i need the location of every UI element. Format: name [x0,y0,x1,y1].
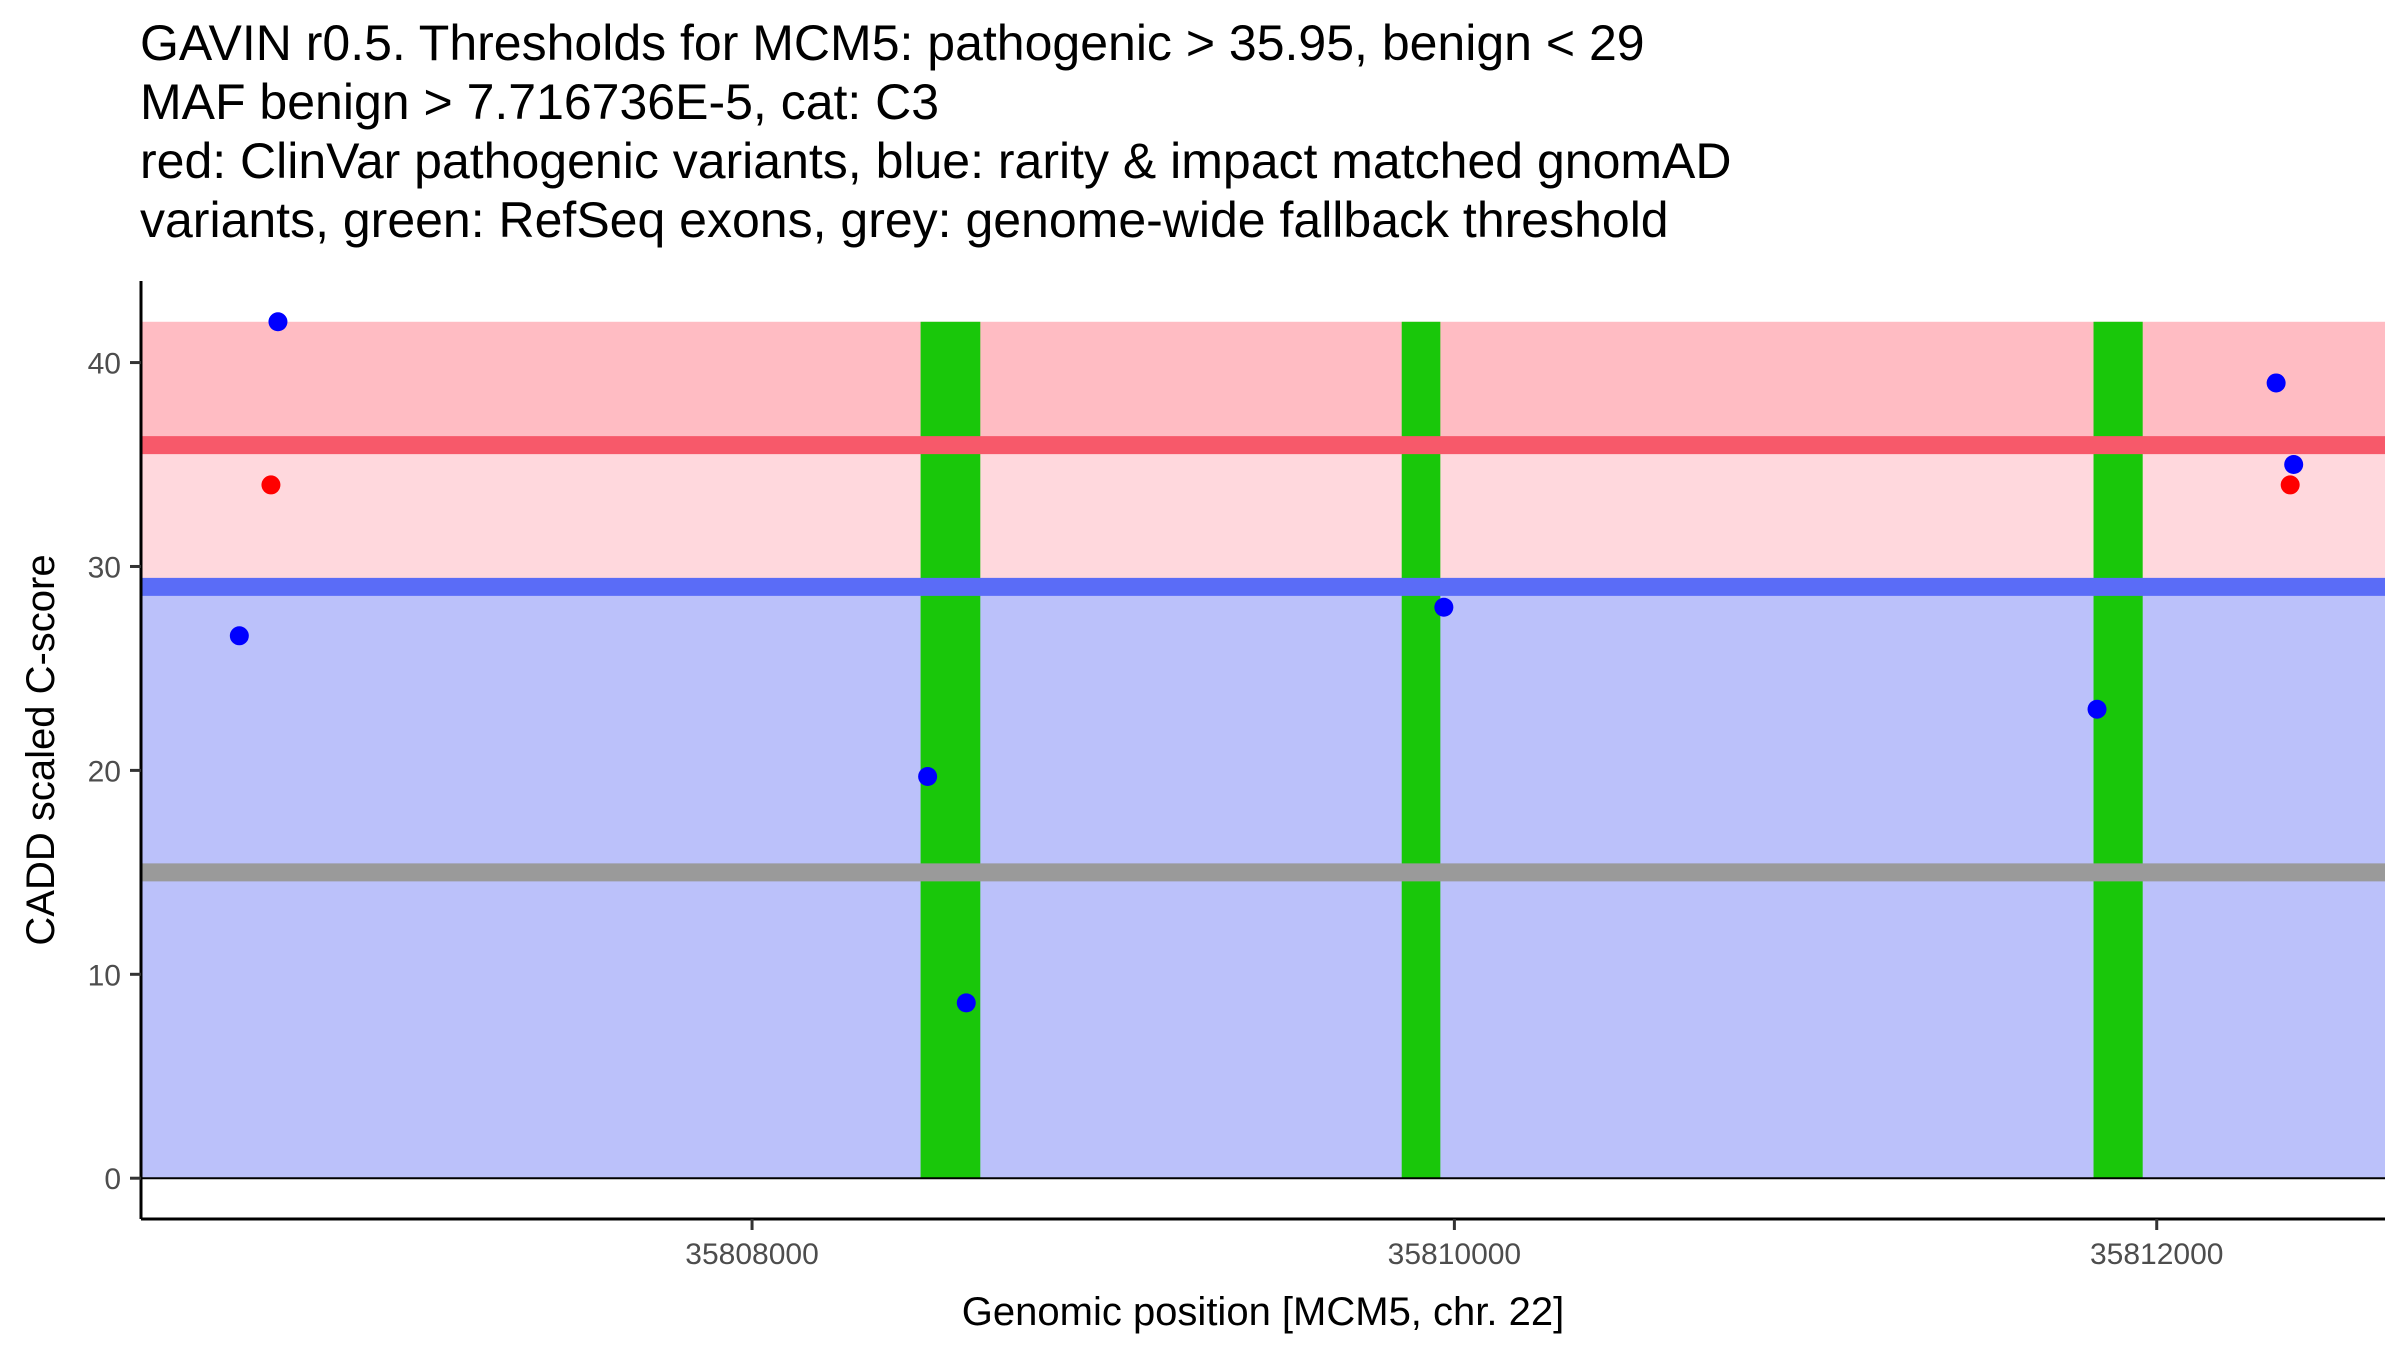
exon-bar-3 [2093,321,2143,1179]
clinvar-point-2 [2280,475,2300,495]
axes: 0 10 20 30 40 35808000 35810000 35812000 [88,281,2385,1271]
gnomad-point-4 [956,993,976,1013]
y-tick-label-10: 10 [88,959,121,992]
threshold-lines [141,436,2385,882]
title-line-2: MAF benign > 7.716736E-5, cat: C3 [140,74,940,130]
y-tick-label-40: 40 [88,348,121,381]
gnomad-point-1 [229,626,249,646]
exon-bars [920,321,2143,1179]
title-line-4: variants, green: RefSeq exons, grey: gen… [140,192,1669,248]
x-tick-label-35808000: 35808000 [685,1238,818,1271]
y-tick-label-20: 20 [88,755,121,788]
gnomad-point-7 [2266,373,2286,393]
y-tick-label-30: 30 [88,551,121,584]
x-axis-title: Genomic position [MCM5, chr. 22] [962,1290,1564,1334]
exon-bar-2 [1401,321,1441,1179]
pathogenic-band [141,321,2385,446]
y-tick-label-0: 0 [104,1163,121,1196]
gnomad-point-5 [1434,597,1454,617]
data-points [229,312,2304,1013]
title-line-3: red: ClinVar pathogenic variants, blue: … [140,133,1732,189]
gnomad-point-3 [918,767,938,787]
title-line-1: GAVIN r0.5. Thresholds for MCM5: pathoge… [140,15,1645,71]
x-tick-label-35810000: 35810000 [1388,1238,1521,1271]
gnomad-point-2 [268,312,288,332]
gnomad-point-8 [2284,455,2304,475]
benign-band [141,586,2385,1179]
x-tick-label-35812000: 35812000 [2090,1238,2223,1271]
gnomad-point-6 [2087,699,2107,719]
clinvar-point-1 [261,475,281,495]
y-axis-title: CADD scaled C-score [19,554,63,945]
chart-title: GAVIN r0.5. Thresholds for MCM5: pathoge… [140,14,2360,250]
threshold-bands [141,321,2385,1179]
exon-bar-1 [920,321,981,1179]
uncertain-band [141,445,2385,587]
